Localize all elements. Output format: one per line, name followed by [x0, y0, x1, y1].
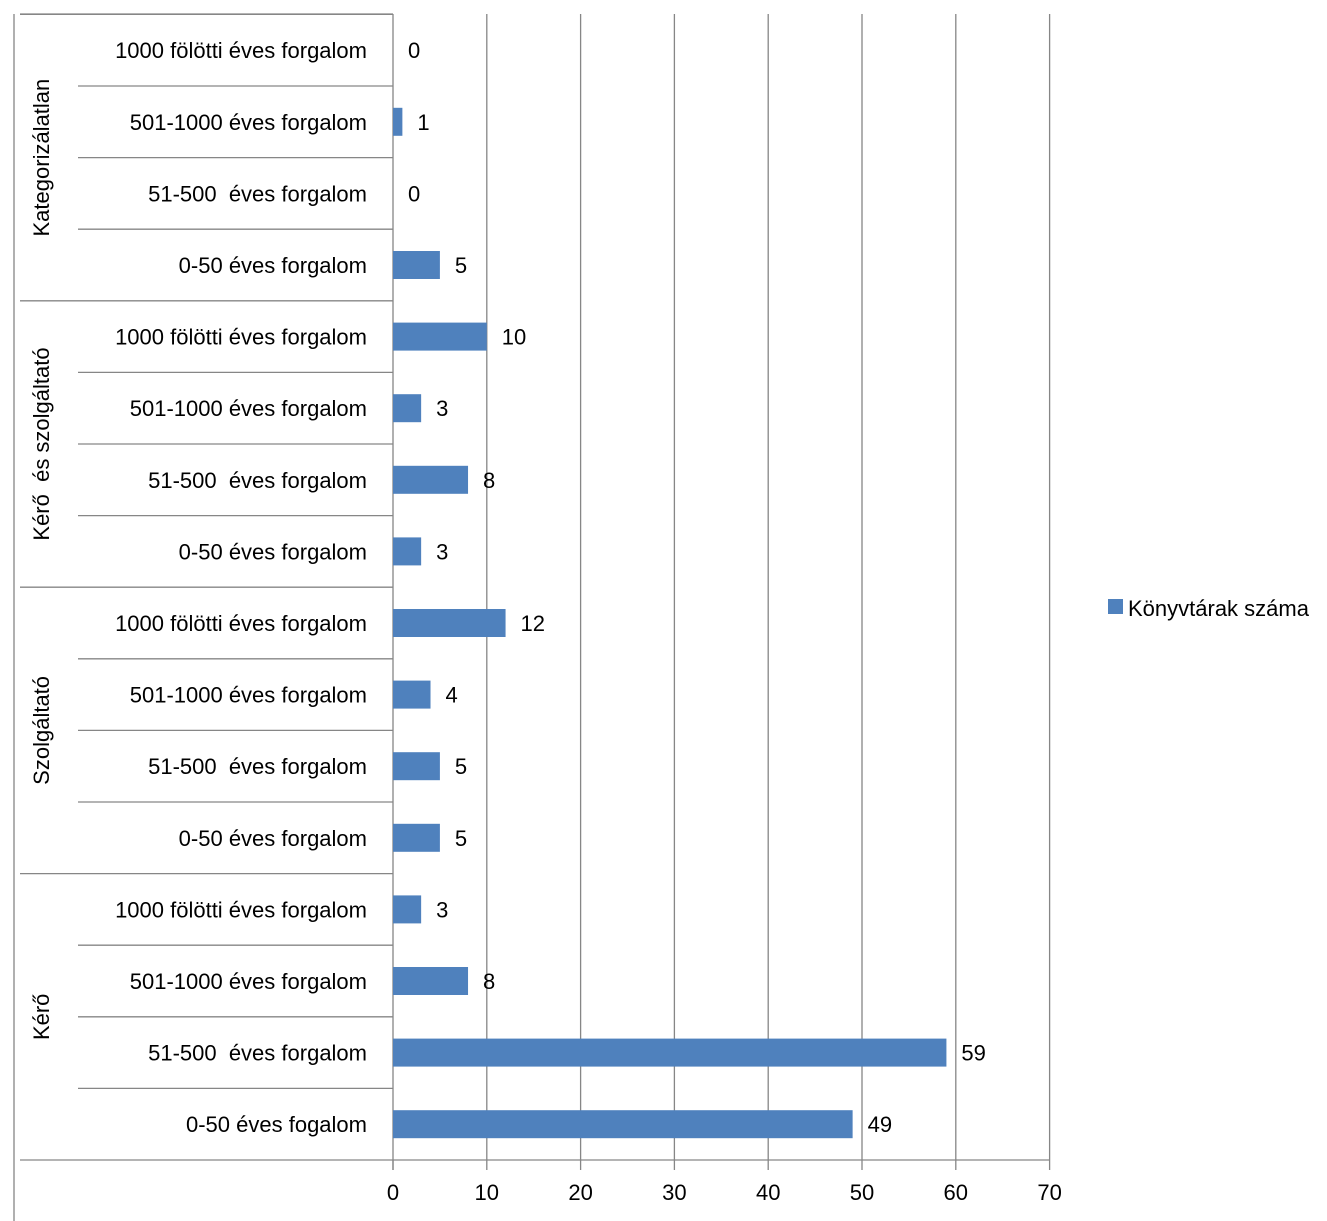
data-label: 49 — [868, 1112, 892, 1137]
category-label: 501-1000 éves forgalom — [130, 969, 367, 994]
data-label: 5 — [455, 253, 467, 278]
bar-kérő-2 — [393, 967, 469, 995]
category-label: 1000 fölötti éves forgalom — [115, 38, 367, 63]
data-label: 3 — [436, 396, 448, 421]
bar-kategorizálatlan-2 — [393, 107, 403, 136]
category-label: 0-50 éves forgalom — [179, 826, 367, 851]
category-label: 501-1000 éves forgalom — [130, 110, 367, 135]
bar-szolgáltató-3 — [393, 609, 506, 637]
group-label: Kérő és szolgáltató — [29, 347, 54, 540]
bar-szolgáltató-2 — [393, 680, 431, 709]
category-label: 1000 fölötti éves forgalom — [115, 611, 367, 636]
data-label: 5 — [455, 826, 467, 851]
data-label: 8 — [483, 969, 495, 994]
category-label: 1000 fölötti éves forgalom — [115, 325, 367, 350]
category-label: 51-500 éves forgalom — [148, 1041, 367, 1066]
x-tick-label-60: 60 — [944, 1180, 968, 1205]
data-label: 5 — [455, 754, 467, 779]
x-tick-label-30: 30 — [662, 1180, 686, 1205]
data-label: 4 — [446, 683, 458, 708]
bar-szolgáltató-0 — [393, 823, 440, 852]
bar-kérő-és-szolgáltató-0 — [393, 537, 422, 566]
category-label: 501-1000 éves forgalom — [130, 683, 367, 708]
legend-swatch — [1108, 599, 1123, 614]
legend-label: Könyvtárak száma — [1128, 596, 1310, 621]
gridlines — [13, 14, 1051, 1221]
data-label: 0 — [408, 38, 420, 63]
category-label: 0-50 éves forgalom — [179, 253, 367, 278]
bar-kérő-és-szolgáltató-2 — [393, 394, 422, 423]
category-label: 51-500 éves forgalom — [148, 754, 367, 779]
data-label: 0 — [408, 181, 420, 206]
x-tick-label-70: 70 — [1037, 1180, 1061, 1205]
x-tick-label-50: 50 — [850, 1180, 874, 1205]
data-label: 1 — [417, 110, 429, 135]
legend: Könyvtárak száma — [1108, 596, 1310, 621]
x-tick-label-20: 20 — [568, 1180, 592, 1205]
bar-kérő-1 — [393, 1038, 947, 1067]
data-label: 12 — [521, 611, 545, 636]
bar-kérő-3 — [393, 895, 422, 924]
bar-kérő-0 — [393, 1110, 853, 1139]
data-label: 8 — [483, 468, 495, 493]
category-label: 1000 fölötti éves forgalom — [115, 897, 367, 922]
data-label: 10 — [502, 325, 526, 350]
bar-kategorizálatlan-0 — [393, 251, 440, 279]
bar-kérő-és-szolgáltató-3 — [393, 322, 487, 351]
data-label: 3 — [436, 897, 448, 922]
bar-kérő-és-szolgáltató-1 — [393, 465, 469, 494]
data-label: 59 — [961, 1041, 985, 1066]
data-label: 3 — [436, 539, 448, 564]
category-label: 501-1000 éves forgalom — [130, 396, 367, 421]
group-label: Szolgáltató — [29, 676, 54, 785]
group-label: Kategorizálatlan — [29, 79, 54, 237]
category-label: 51-500 éves forgalom — [148, 181, 367, 206]
labels: 0 10 20 30 40 50 60 700-50 éves fogalom 4951-500… — [29, 38, 1062, 1205]
category-label: 0-50 éves forgalom — [179, 539, 367, 564]
category-label: 0-50 éves fogalom — [186, 1112, 367, 1137]
x-tick-label-10: 10 — [475, 1180, 499, 1205]
group-label: Kérő — [29, 994, 54, 1040]
bars — [393, 107, 947, 1139]
category-dividers — [20, 13, 393, 1090]
category-label: 51-500 éves forgalom — [148, 468, 367, 493]
bar-szolgáltató-1 — [393, 752, 440, 781]
x-tick-label-40: 40 — [756, 1180, 780, 1205]
x-tick-label-0: 0 — [387, 1180, 399, 1205]
